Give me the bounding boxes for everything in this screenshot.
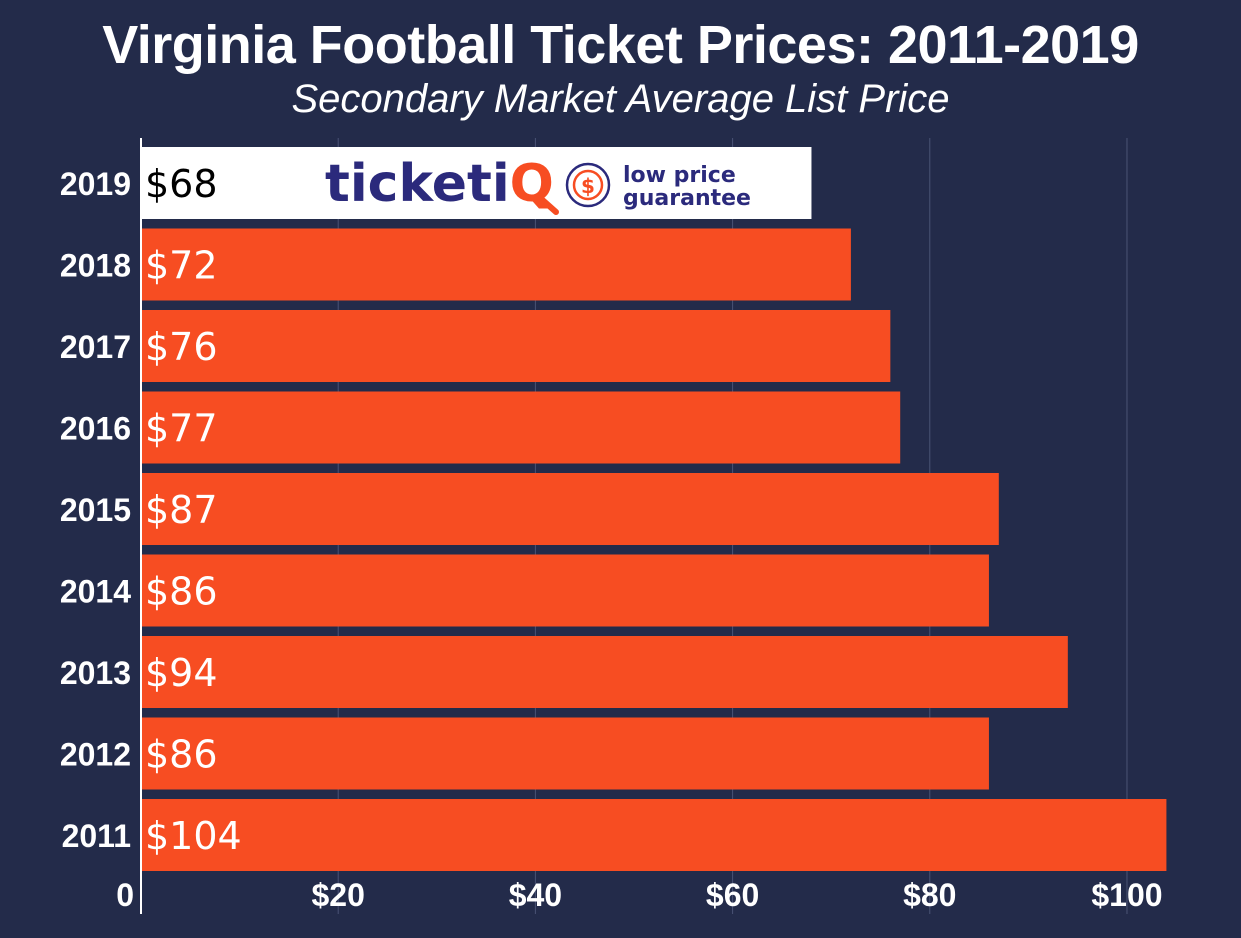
category-label: 2014 bbox=[60, 574, 131, 610]
data-label: $86 bbox=[145, 733, 218, 777]
data-label: $68 bbox=[145, 162, 218, 206]
category-label: 2012 bbox=[60, 737, 131, 773]
x-tick-label: 0 bbox=[116, 877, 134, 913]
data-label: $72 bbox=[145, 244, 218, 288]
bar-2014 bbox=[141, 554, 989, 627]
x-tick-label: $100 bbox=[1091, 877, 1162, 913]
bar-2017 bbox=[141, 310, 891, 382]
chart-subtitle: Secondary Market Average List Price bbox=[291, 77, 950, 121]
chart-title: Virginia Football Ticket Prices: 2011-20… bbox=[102, 15, 1139, 75]
bar-2012 bbox=[141, 717, 989, 790]
dollar-shield-icon: $ bbox=[565, 162, 611, 208]
x-tick-label: $60 bbox=[706, 877, 759, 913]
labels: 0 $20 $40 $60 $80 $100 2019 $68 2018 $72 2017 $76 20… bbox=[60, 162, 1163, 913]
category-label: 2015 bbox=[60, 492, 131, 528]
category-label: 2017 bbox=[60, 329, 131, 365]
guarantee-line-2: guarantee bbox=[623, 186, 751, 211]
data-label: $86 bbox=[145, 570, 218, 614]
bar-2013 bbox=[141, 636, 1068, 708]
category-label: 2013 bbox=[60, 655, 131, 691]
logo-wordmark: ticketiQ bbox=[325, 154, 554, 214]
bar-2018 bbox=[141, 228, 851, 301]
bar-2015 bbox=[141, 473, 999, 545]
x-tick-label: $40 bbox=[509, 877, 562, 913]
data-label: $76 bbox=[145, 325, 218, 369]
data-label: $104 bbox=[145, 814, 242, 858]
data-label: $94 bbox=[145, 651, 218, 695]
x-tick-label: $80 bbox=[903, 877, 956, 913]
bar-2011 bbox=[141, 799, 1167, 871]
bar-2019 bbox=[141, 147, 812, 219]
svg-text:$: $ bbox=[581, 174, 595, 198]
category-label: 2019 bbox=[60, 166, 131, 202]
bars bbox=[141, 147, 1167, 871]
bar-2016 bbox=[141, 391, 901, 464]
category-label: 2016 bbox=[60, 411, 131, 447]
guarantee-line-1: low price bbox=[623, 163, 736, 188]
data-label: $87 bbox=[145, 488, 218, 532]
data-label: $77 bbox=[145, 407, 218, 451]
category-label: 2011 bbox=[62, 818, 131, 854]
magnifier-icon bbox=[535, 193, 559, 215]
x-tick-label: $20 bbox=[312, 877, 365, 913]
category-label: 2018 bbox=[60, 248, 131, 284]
